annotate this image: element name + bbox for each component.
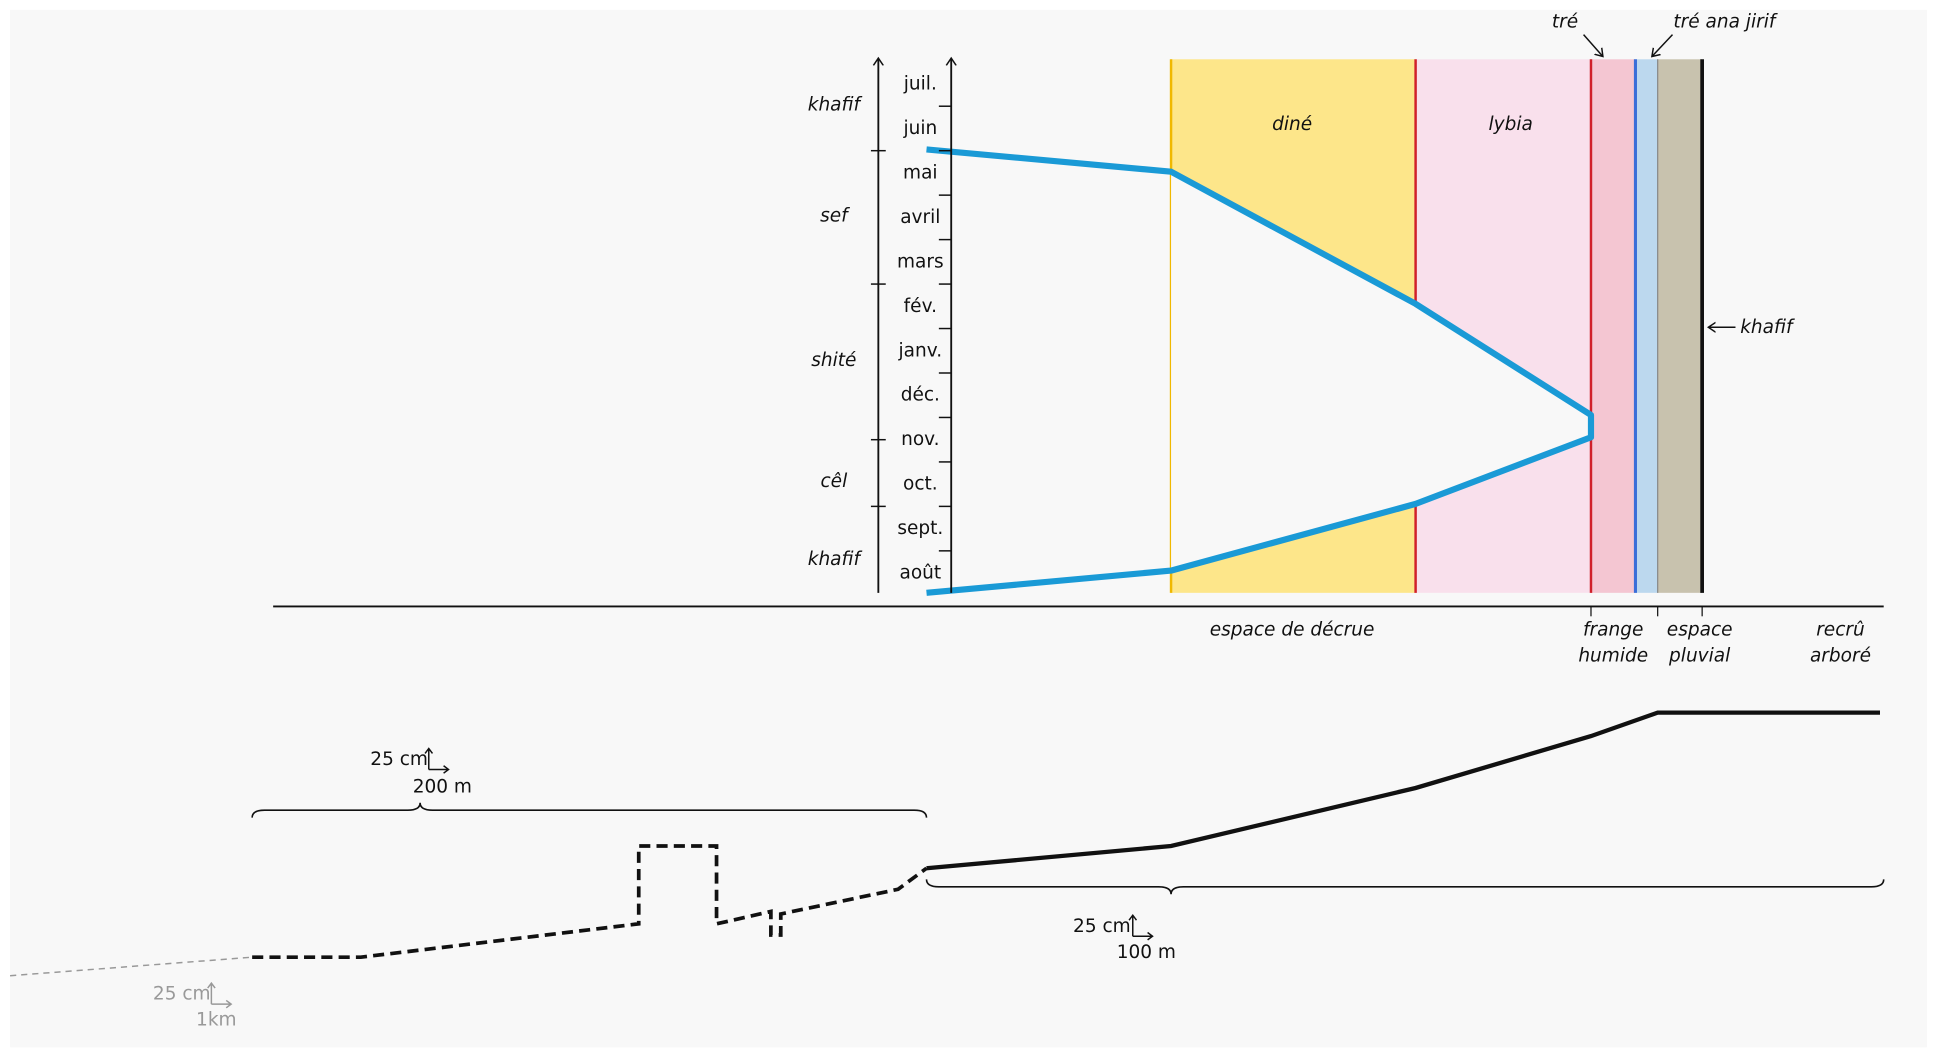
month-label: mai bbox=[903, 162, 938, 183]
scale-symbol bbox=[207, 981, 233, 1009]
month-label: déc. bbox=[901, 385, 940, 406]
zone-caption: humide bbox=[1578, 645, 1648, 666]
month-label: juil. bbox=[903, 73, 937, 94]
season-label: khafif bbox=[808, 549, 863, 570]
scale-label: 200 m bbox=[413, 776, 472, 797]
top-label: tré ana jirif bbox=[1673, 12, 1778, 33]
zone-tre bbox=[1590, 59, 1636, 593]
side-label: khafif bbox=[1740, 317, 1795, 338]
zone-caption: espace bbox=[1667, 619, 1733, 640]
month-label: fév. bbox=[904, 296, 937, 317]
scale-symbol bbox=[424, 747, 450, 774]
zone-pluvial bbox=[1657, 59, 1703, 593]
month-label: juin bbox=[902, 118, 937, 139]
season-label: shité bbox=[811, 350, 856, 371]
zone-caption: espace de décrue bbox=[1210, 619, 1375, 640]
flood-curve bbox=[926, 146, 1595, 596]
month-label: janv. bbox=[898, 340, 943, 361]
zone-caption: frange bbox=[1583, 619, 1643, 640]
month-label: sept. bbox=[897, 518, 943, 539]
flood-interior bbox=[1171, 171, 1591, 571]
zone-label: diné bbox=[1272, 114, 1312, 135]
scale-label: 1km bbox=[196, 1010, 237, 1031]
arrow bbox=[1653, 34, 1674, 56]
month-label: mars bbox=[897, 251, 944, 272]
zone-caption: recrû bbox=[1816, 619, 1865, 640]
scale-label: 25 cm bbox=[370, 749, 428, 770]
month-label: avril bbox=[900, 207, 940, 228]
zone-label: lybia bbox=[1489, 114, 1533, 135]
month-label: nov. bbox=[901, 429, 939, 450]
profile-solid bbox=[926, 710, 1880, 871]
brace bbox=[251, 802, 928, 818]
scale-label: 25 cm bbox=[1073, 916, 1131, 937]
month-label: oct. bbox=[903, 474, 938, 495]
season-label: cêl bbox=[821, 471, 849, 492]
profile-far bbox=[10, 956, 253, 977]
profile-dashed bbox=[252, 844, 928, 960]
month-label: août bbox=[899, 563, 941, 584]
scale-label: 25 cm bbox=[153, 984, 211, 1005]
season-label: khafif bbox=[808, 94, 863, 115]
zone-caption: arboré bbox=[1810, 645, 1871, 666]
season-label: sef bbox=[820, 206, 850, 227]
arrow bbox=[1583, 34, 1603, 56]
scale-label: 100 m bbox=[1117, 942, 1176, 963]
scale-symbol bbox=[1128, 913, 1154, 941]
top-label: tré bbox=[1552, 12, 1578, 33]
brace bbox=[925, 879, 1885, 895]
zone-caption: pluvial bbox=[1668, 645, 1731, 666]
zone-tre-ana-jirif bbox=[1636, 59, 1658, 593]
